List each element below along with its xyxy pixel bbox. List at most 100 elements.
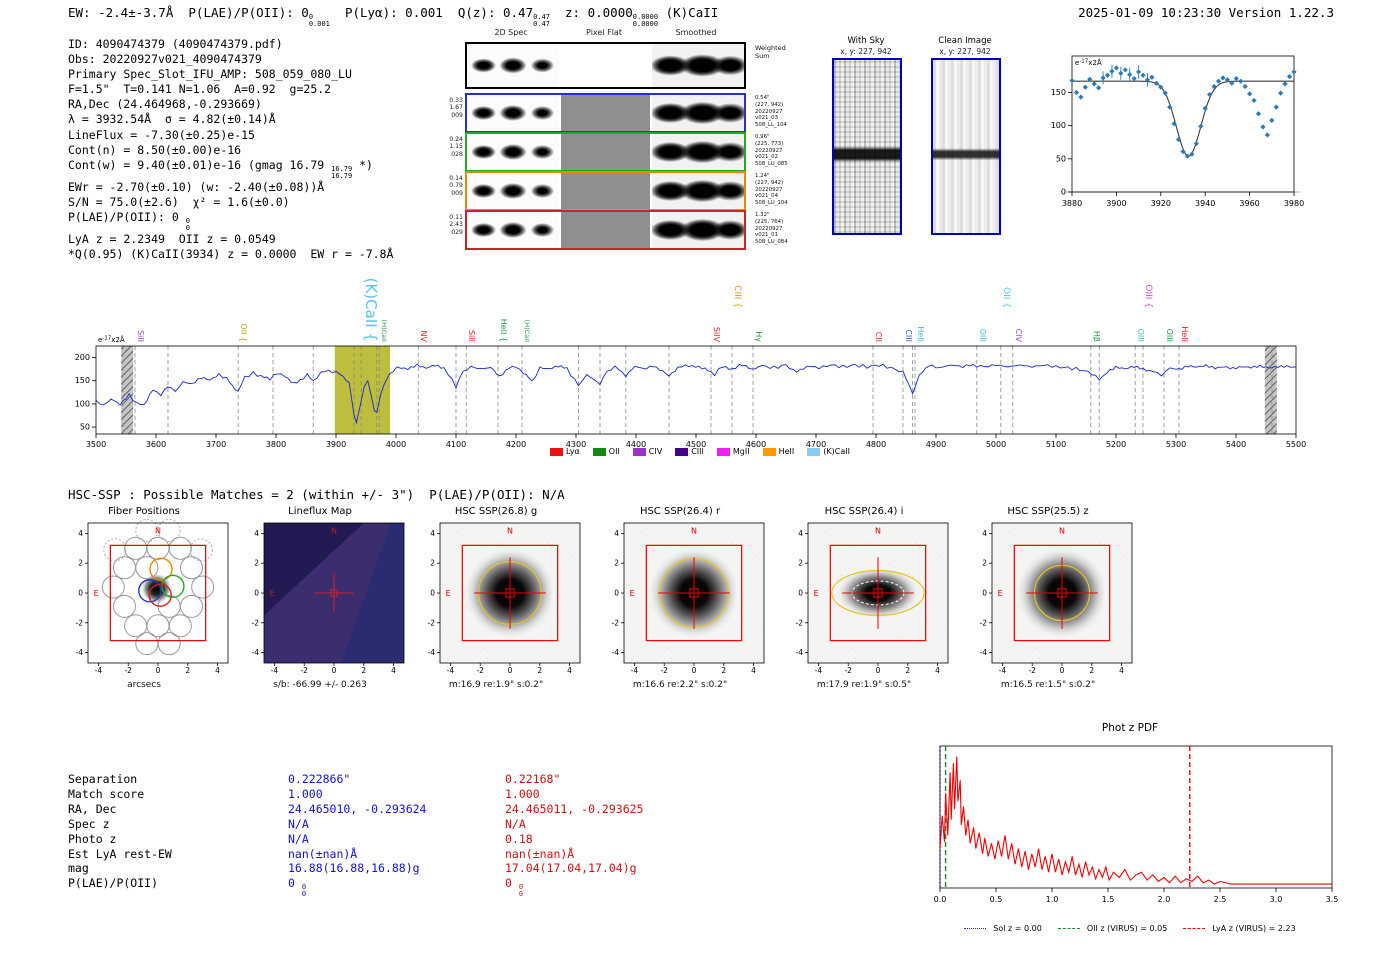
y-tick-label: 0 — [78, 589, 83, 598]
pixelflat-cell — [561, 212, 650, 248]
noise-dot — [1039, 650, 1041, 652]
weight-value: 2.43 — [449, 221, 463, 229]
legend-line-sample — [1057, 928, 1080, 929]
noise-dot — [922, 649, 924, 651]
legend-label: (K)CaII — [823, 447, 850, 456]
y-tick-label: 0 — [614, 589, 619, 598]
data-point — [1220, 75, 1226, 81]
x-tick-label: 4700 — [806, 440, 826, 449]
spectral-line-label: (H)CaII — [380, 320, 388, 342]
x-tick-label: 5400 — [1226, 440, 1246, 449]
x-tick-label: 0.5 — [990, 895, 1003, 904]
noise-dot — [483, 648, 485, 650]
east-label: E — [446, 589, 451, 598]
data-point — [1149, 74, 1155, 80]
noise-dot — [1113, 618, 1115, 620]
noise-dot — [644, 533, 646, 535]
noise-dot — [1129, 626, 1131, 628]
x-tick-label: 5500 — [1286, 440, 1306, 449]
spec2d-row-images — [465, 93, 746, 133]
plot-box — [939, 745, 1333, 889]
east-label: E — [94, 589, 99, 598]
match-value-col2: 17.04(17.04,17.04)g — [505, 861, 637, 876]
row-label-line: 20220927 — [755, 108, 783, 115]
data-point — [1122, 67, 1128, 73]
noise-dot — [547, 542, 549, 544]
y-tick-label: 4 — [614, 529, 619, 538]
noise-dot — [503, 658, 505, 660]
spec2d-row-images — [465, 42, 746, 89]
x-tick-label: 1.0 — [1046, 895, 1059, 904]
x-tick-label: 3800 — [266, 440, 286, 449]
row-label-line: v021_01 — [755, 232, 779, 239]
x-tick-label: 5100 — [1046, 440, 1066, 449]
center-marker — [330, 589, 338, 597]
cutout-caption: m:16.9 re:1.9" s:0.2" — [448, 680, 544, 690]
noise-dot — [808, 523, 810, 525]
noise-dot — [450, 597, 452, 599]
match-value-col2: 0.18 — [505, 831, 533, 846]
noise-dot — [714, 637, 716, 639]
y-tick-label: 150 — [75, 376, 90, 385]
row-label-line: 508_LU_084 — [755, 239, 788, 245]
noise-dot — [571, 554, 573, 556]
noise-dot — [1032, 543, 1034, 545]
cutout-title: Fiber Positions — [108, 506, 180, 517]
noise-dot — [878, 627, 880, 629]
noise-dot — [915, 542, 917, 544]
data-point — [1264, 132, 1270, 138]
data-point — [1278, 90, 1284, 96]
summary-header: EW: -2.4±-3.7Å P(LAE)/P(OII): 0 0 0.001 P(… — [68, 5, 719, 28]
data-point — [1167, 104, 1173, 110]
spectral-line-label: CIII — [904, 329, 913, 342]
row-label-line: 1.24" — [755, 173, 770, 179]
row-label-line: v021_04 — [755, 193, 779, 200]
data-point — [1096, 85, 1102, 91]
spec2d-header-smoothed: Smoothed — [675, 28, 717, 37]
data-point — [1140, 72, 1146, 78]
data-point — [1153, 80, 1159, 86]
noise-dot — [755, 554, 757, 556]
x-tick-label: 0 — [876, 666, 881, 675]
info-line: ID: 4090474379 (4090474379.pdf) — [68, 37, 283, 51]
north-label: N — [875, 526, 881, 535]
y-tick-label: 0 — [982, 589, 987, 598]
noise-dot — [761, 626, 763, 628]
noise-dot — [664, 543, 666, 545]
noise-dot — [918, 647, 920, 649]
match-row-label: Separation — [68, 772, 138, 786]
x-tick-label: 3880 — [1062, 199, 1082, 208]
noise-dot — [507, 660, 509, 662]
fiber-circle — [179, 594, 204, 618]
match-value-col1: 24.465010, -0.293624 — [288, 801, 427, 816]
info-line: LyA z = 2.2349 OII z = 0.0549 — [68, 231, 276, 246]
selected-fiber-circle — [161, 574, 185, 599]
extraction-box — [109, 544, 207, 642]
y-tick-label: -4 — [252, 648, 260, 657]
catalog-match-table: Separation 0.222866" 0.22168" Match score 1.… — [68, 772, 722, 898]
extraction-box — [1013, 544, 1111, 642]
match-row-label: P(LAE)/P(OII) — [68, 876, 159, 891]
data-point — [1158, 84, 1164, 90]
detection-info-block: ID: 4090474379 (4090474379.pdf) Obs: 2022… — [68, 37, 393, 262]
y-tick-label: 100 — [1051, 121, 1066, 130]
noise-dot — [895, 532, 897, 534]
x-tick-label: 0 — [508, 666, 513, 675]
cutout-image-4: N E -4 -4 -2 -2 0 0 2 2 4 4 — [796, 522, 949, 675]
x-tick-label: -2 — [1028, 666, 1036, 675]
data-point — [1184, 153, 1191, 159]
match-table-row: Est LyA rest-EW nan(±nan)Å nan(±nan)Å — [68, 847, 722, 862]
north-label: N — [1059, 526, 1065, 535]
y-tick-label: 2 — [982, 559, 987, 568]
spectral-line-label: SiII — [467, 330, 476, 342]
cutout-panel-img: HSC SSP(26.4) r N E -4 -4 -2 -2 0 0 2 2 4 4 m:16.6 re… — [592, 506, 768, 690]
spec2d-row-label: 1.24" (227, 942) 20220927 v021_04 508_LU_104 — [755, 173, 799, 207]
info-line: Cont(w) = 9.40(±0.01)e-16 (gmag 16.79 16… — [68, 157, 373, 180]
spectrum-line-legend: Lyα OII CIV CIII MgII HeII (K)CaII — [70, 447, 1330, 456]
legend-item: (K)CaII — [807, 447, 850, 456]
spec2d-row-label: 1.32" (225, 764) 20220927 v021_01 508_LU_084 — [755, 212, 799, 246]
spectral-line-label: OIII — [1165, 329, 1174, 342]
